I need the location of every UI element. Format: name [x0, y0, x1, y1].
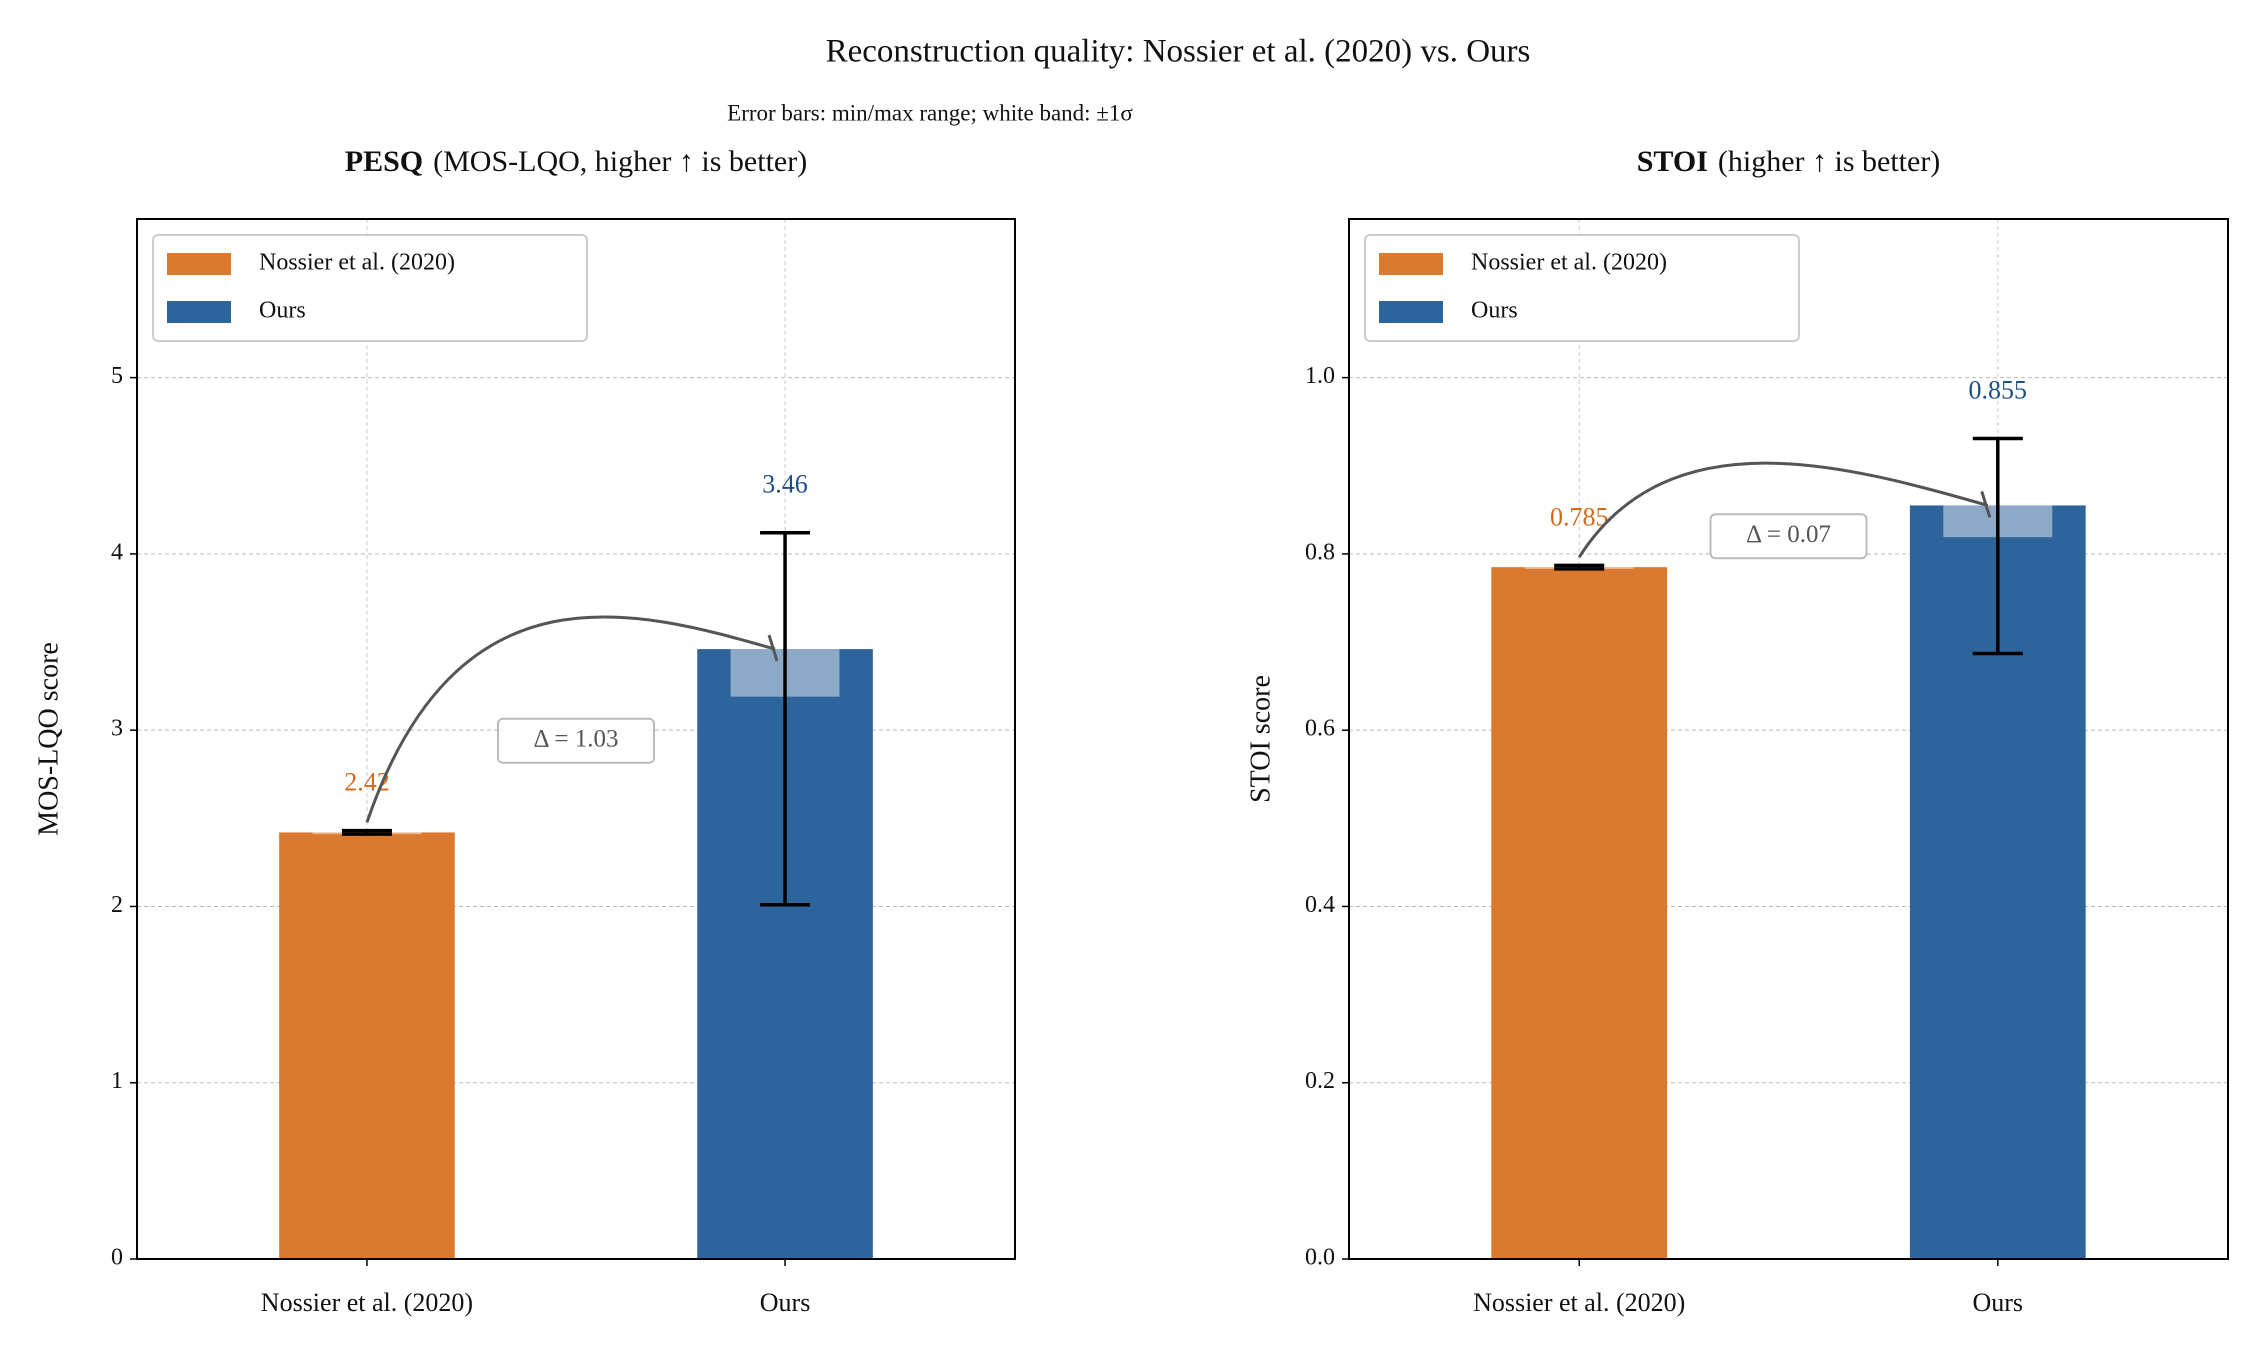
error-bar	[1972, 436, 2023, 656]
error-bar	[1554, 563, 1605, 571]
legend-swatch	[1379, 301, 1443, 323]
value-label: 3.46	[762, 470, 808, 499]
y-tick-label: 2	[111, 892, 123, 918]
y-tick-label: 5	[111, 363, 123, 389]
y-tick-label: 1	[111, 1068, 123, 1094]
y-tick-label: 0	[111, 1245, 123, 1271]
panel-title-bold: PESQ	[345, 145, 423, 178]
bar	[279, 832, 455, 1259]
delta-arrow	[365, 615, 776, 823]
y-tick-label: 0.2	[1305, 1068, 1335, 1094]
panel-title: STOI (higher ↑ is better)	[1637, 145, 1941, 178]
panel-title-rest: (higher ↑ is better)	[1718, 145, 1940, 178]
bar	[1491, 567, 1668, 1259]
error-bar	[760, 531, 811, 907]
x-tick-label: Nossier et al. (2020)	[1473, 1288, 1685, 1317]
delta-annotation: Δ = 1.03	[533, 725, 618, 752]
y-axis-label: MOS-LQO score	[33, 642, 64, 836]
error-bar	[341, 828, 392, 836]
delta-arrow	[1577, 461, 1989, 558]
panel-title: PESQ (MOS-LQO, higher ↑ is better)	[345, 145, 807, 178]
y-tick-label: 0.6	[1305, 716, 1335, 742]
axes-frame	[136, 218, 1016, 1260]
delta-arrow-head	[767, 634, 779, 662]
y-axis-label: STOI score	[1245, 675, 1276, 803]
x-tick-label: Ours	[760, 1288, 811, 1317]
y-tick-label: 3	[111, 716, 123, 742]
y-tick-label: 4	[111, 539, 123, 565]
y-tick-label: 0.8	[1305, 539, 1335, 565]
y-tick-label: 1.0	[1305, 363, 1335, 389]
panel-title-rest: (MOS-LQO, higher ↑ is better)	[433, 145, 807, 178]
legend-swatch	[167, 301, 231, 323]
x-tick-label: Ours	[1973, 1288, 2024, 1317]
legend-label: Nossier et al. (2020)	[1471, 250, 1667, 276]
annotation-box	[497, 717, 655, 764]
panel-title-bold: STOI	[1637, 145, 1708, 178]
value-label: 0.785	[1550, 502, 1609, 531]
figure-title: Reconstruction quality: Nossier et al. (…	[826, 34, 1531, 70]
legend-swatch	[167, 253, 231, 275]
legend-swatch	[1379, 253, 1443, 275]
delta-annotation: Δ = 0.07	[1746, 521, 1831, 548]
figure-note: Error bars: min/max range; white band: ±…	[727, 100, 1133, 125]
y-tick-label: 0.4	[1305, 892, 1335, 918]
legend-label: Ours	[1471, 298, 1518, 324]
annotation-box	[1709, 513, 1868, 560]
delta-arrow-head	[1980, 490, 1992, 518]
legend-box	[1364, 234, 1800, 342]
x-tick-label: Nossier et al. (2020)	[261, 1288, 473, 1317]
legend-box	[152, 234, 588, 342]
axes-frame	[1348, 218, 2229, 1260]
legend-label: Ours	[259, 298, 306, 324]
y-tick-label: 0.0	[1305, 1245, 1335, 1271]
legend-label: Nossier et al. (2020)	[259, 250, 455, 276]
value-label: 0.855	[1969, 375, 2028, 404]
